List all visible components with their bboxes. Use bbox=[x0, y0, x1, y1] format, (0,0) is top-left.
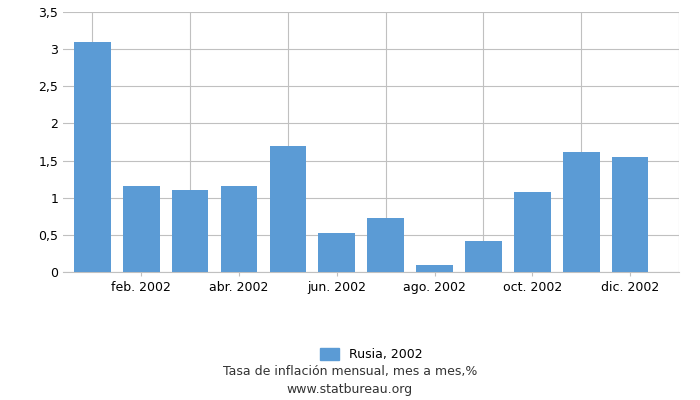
Bar bbox=[123, 186, 160, 272]
Bar bbox=[612, 157, 648, 272]
Bar bbox=[368, 218, 404, 272]
Bar bbox=[172, 190, 209, 272]
Bar bbox=[318, 233, 355, 272]
Bar bbox=[563, 152, 600, 272]
Bar bbox=[416, 264, 453, 272]
Legend: Rusia, 2002: Rusia, 2002 bbox=[315, 343, 427, 366]
Bar bbox=[270, 146, 306, 272]
Text: Tasa de inflación mensual, mes a mes,%: Tasa de inflación mensual, mes a mes,% bbox=[223, 366, 477, 378]
Bar bbox=[220, 186, 258, 272]
Bar bbox=[514, 192, 551, 272]
Bar bbox=[74, 42, 111, 272]
Text: www.statbureau.org: www.statbureau.org bbox=[287, 384, 413, 396]
Bar bbox=[465, 241, 502, 272]
